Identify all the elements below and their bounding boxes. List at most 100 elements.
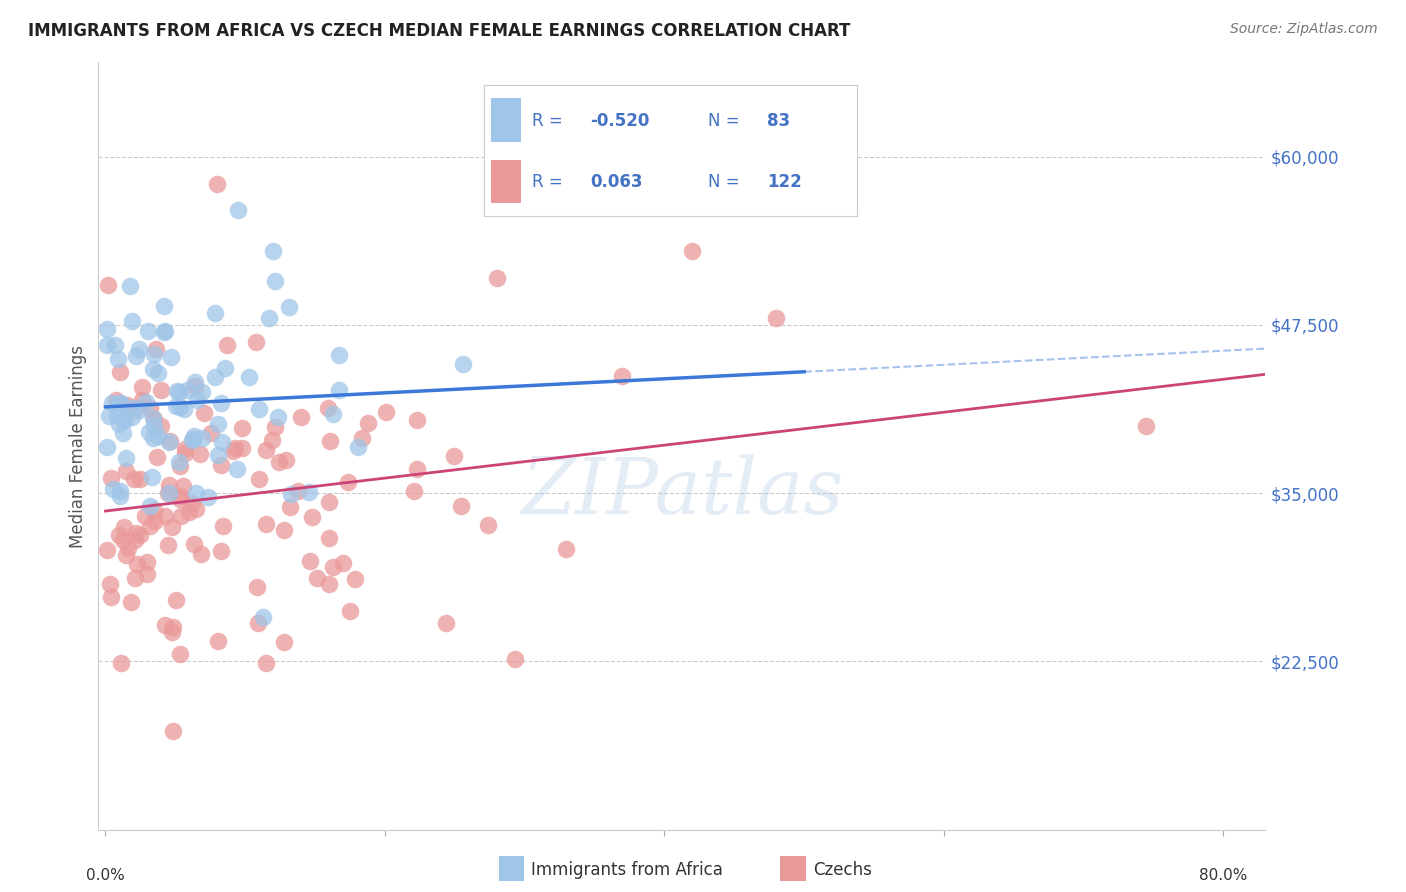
Point — [157, 485, 180, 500]
Point — [149, 384, 172, 398]
Text: IMMIGRANTS FROM AFRICA VS CZECH MEDIAN FEMALE EARNINGS CORRELATION CHART: IMMIGRANTS FROM AFRICA VS CZECH MEDIAN F… — [28, 22, 851, 40]
Point — [169, 647, 191, 661]
Point — [269, 455, 291, 469]
Point — [172, 479, 194, 493]
Text: 80.0%: 80.0% — [1199, 869, 1247, 883]
Point — [262, 244, 284, 258]
Point — [143, 418, 166, 433]
Point — [107, 396, 129, 410]
Point — [406, 461, 429, 475]
Point — [262, 434, 284, 448]
Point — [254, 656, 277, 670]
Point — [110, 396, 132, 410]
Point — [128, 403, 150, 417]
Point — [221, 444, 243, 458]
Point — [148, 429, 170, 443]
Point — [278, 300, 301, 314]
Point — [224, 441, 246, 455]
Text: ZIPatlas: ZIPatlas — [520, 454, 844, 530]
Point — [134, 508, 156, 523]
Point — [108, 527, 131, 541]
Point — [450, 500, 472, 514]
Point — [231, 421, 253, 435]
Point — [297, 485, 319, 500]
Point — [101, 396, 124, 410]
Point — [278, 500, 301, 515]
Point — [1135, 418, 1157, 433]
Point — [108, 490, 131, 504]
Point — [246, 580, 269, 594]
Point — [145, 342, 167, 356]
Point — [107, 352, 129, 367]
Point — [207, 634, 229, 648]
Point — [226, 203, 249, 218]
Point — [357, 416, 380, 430]
Point — [434, 615, 457, 630]
Point — [143, 514, 166, 528]
Point — [96, 338, 118, 352]
Point — [274, 453, 297, 467]
Point — [245, 334, 267, 349]
Point — [155, 508, 177, 523]
Point — [610, 368, 633, 383]
Point — [138, 519, 160, 533]
Point — [254, 443, 277, 458]
Point — [451, 357, 474, 371]
Point — [681, 244, 703, 258]
Point — [190, 431, 212, 445]
Point — [402, 484, 425, 499]
Point — [157, 485, 180, 500]
Point — [160, 350, 183, 364]
Point — [111, 426, 134, 441]
Text: Source: ZipAtlas.com: Source: ZipAtlas.com — [1230, 22, 1378, 37]
Point — [183, 537, 205, 551]
Point — [129, 472, 152, 486]
Point — [247, 615, 270, 630]
Point — [105, 408, 128, 422]
Point — [108, 365, 131, 379]
Point — [142, 361, 165, 376]
Point — [100, 590, 122, 604]
Point — [165, 399, 187, 413]
Point — [191, 384, 214, 399]
Point — [197, 490, 219, 504]
Point — [98, 576, 121, 591]
Point — [174, 442, 197, 457]
Point — [226, 462, 249, 476]
Point — [117, 541, 139, 555]
Point — [129, 528, 152, 542]
Point — [143, 411, 166, 425]
Point — [352, 431, 374, 445]
Point — [166, 384, 188, 398]
Point — [190, 547, 212, 561]
Point — [205, 177, 228, 191]
Point — [318, 401, 340, 415]
Point — [153, 299, 176, 313]
Point — [97, 278, 120, 293]
Point — [98, 409, 121, 423]
Point — [181, 432, 204, 446]
Point — [141, 470, 163, 484]
Point — [114, 413, 136, 427]
Point — [211, 518, 233, 533]
Point — [121, 314, 143, 328]
Point — [318, 577, 340, 591]
Point — [157, 478, 180, 492]
Point — [375, 405, 398, 419]
Point — [207, 448, 229, 462]
Point — [169, 400, 191, 414]
Point — [249, 472, 271, 486]
Point — [112, 412, 135, 426]
Point — [108, 483, 131, 498]
Point — [765, 311, 787, 326]
Point — [280, 487, 302, 501]
Point — [179, 505, 201, 519]
Point — [181, 496, 204, 510]
Point — [104, 337, 127, 351]
Point — [115, 451, 138, 466]
Point — [477, 518, 499, 533]
Point — [100, 471, 122, 485]
Point — [146, 366, 169, 380]
Text: Czechs: Czechs — [813, 861, 872, 879]
Point — [273, 523, 295, 537]
